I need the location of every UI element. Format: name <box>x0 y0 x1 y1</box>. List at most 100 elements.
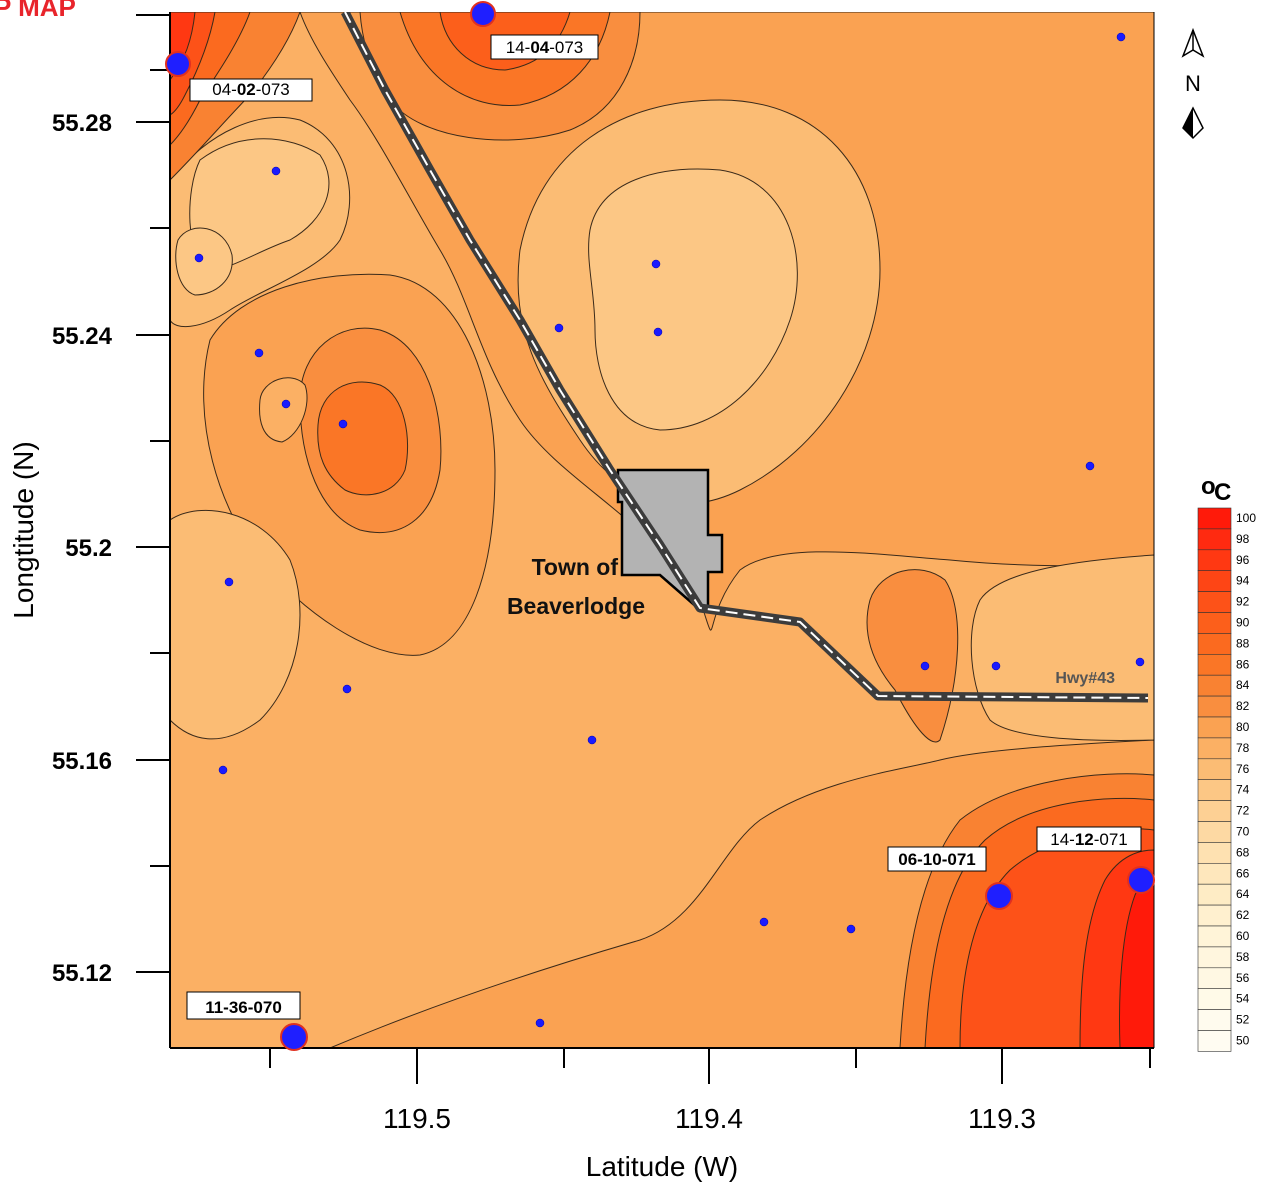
well-label-text: 06-10-071 <box>898 850 976 869</box>
well-marker-11-36-070 <box>280 1023 308 1051</box>
legend-unit-c: C <box>1214 479 1231 506</box>
legend-value-label: 80 <box>1236 720 1250 734</box>
legend-swatch <box>1197 1009 1232 1031</box>
sample-point <box>1135 657 1145 667</box>
x-axis-ticks <box>269 1048 1151 1084</box>
legend-swatch <box>1197 758 1232 780</box>
sample-point <box>224 577 234 587</box>
sample-point <box>587 735 597 745</box>
legend-value-label: 96 <box>1236 553 1250 567</box>
y-tick-label: 55.28 <box>52 110 112 137</box>
well-label-box <box>186 991 301 1020</box>
contour-band-78-small-ring <box>259 377 308 443</box>
well-label-box <box>1036 826 1142 852</box>
well-label-part: 12 <box>1075 830 1094 849</box>
well-label-text: 14-12-071 <box>1050 830 1128 849</box>
legend-value-label: 100 <box>1236 511 1256 525</box>
north-arrow-bottom-fill-icon <box>1183 108 1193 138</box>
sample-point <box>342 684 352 694</box>
well-label-part: 14- <box>1050 830 1075 849</box>
legend-value-label: 76 <box>1236 762 1250 776</box>
y-tick-label: 55.24 <box>52 323 113 350</box>
well-label-part: 04- <box>212 80 237 99</box>
x-tick-label: 119.4 <box>675 1103 743 1134</box>
x-tick-label: 119.3 <box>968 1103 1036 1134</box>
legend-swatch <box>1197 633 1232 655</box>
legend-swatch <box>1197 862 1232 885</box>
legend-value-label: 94 <box>1236 574 1250 588</box>
well-label-text: 11-36-070 <box>205 998 282 1017</box>
legend-value-label: 58 <box>1236 950 1250 964</box>
sample-point <box>1116 32 1126 42</box>
legend-swatch <box>1197 883 1232 906</box>
legend-value-label: 82 <box>1236 699 1250 713</box>
legend-bands: 100 98 96 94 92 90 88 86 84 82 80 78 76 74 72 70 68 66 64 6… <box>1197 507 1256 1052</box>
y-axis-title: Longtitude (N) <box>8 441 39 618</box>
legend-swatch <box>1197 904 1232 927</box>
sample-point <box>651 259 661 269</box>
legend-value-label: 72 <box>1236 804 1250 818</box>
contour-band-86-central-west <box>317 381 409 496</box>
well-labels: 04-02-07314-04-07306-10-07114-12-07111-3… <box>186 34 1142 1020</box>
contour-band-74-west-small <box>175 227 233 296</box>
sample-point <box>254 348 264 358</box>
legend-value-label: 98 <box>1236 532 1250 546</box>
legend-swatch <box>1197 528 1232 551</box>
well-markers <box>165 1 1155 1051</box>
legend-swatch <box>1197 1030 1232 1052</box>
legend-value-label: 56 <box>1236 971 1250 985</box>
legend-value-label: 78 <box>1236 741 1250 755</box>
legend-value-label: 92 <box>1236 595 1250 609</box>
legend-value-label: 54 <box>1236 992 1250 1006</box>
sample-point <box>338 419 348 429</box>
contour-layer <box>170 12 1154 1048</box>
legend-swatch <box>1197 800 1232 822</box>
well-label-part: -071 <box>1094 830 1128 849</box>
legend-swatch <box>1197 570 1232 592</box>
legend-swatch <box>1197 612 1232 634</box>
x-tick-label: 119.5 <box>383 1103 451 1134</box>
temperature-legend: o C 100 98 96 94 92 90 88 86 84 82 80 78 76 74 72 70 68 6… <box>1197 473 1256 1052</box>
legend-value-label: 64 <box>1236 887 1250 901</box>
well-label-part: -073 <box>549 38 583 57</box>
legend-swatch <box>1197 925 1232 948</box>
sample-point <box>194 253 204 263</box>
legend-swatch <box>1197 988 1232 1010</box>
well-marker-04-02-073 <box>165 51 191 77</box>
x-axis-title: Latitude (W) <box>586 1151 739 1182</box>
legend-swatch <box>1197 737 1232 760</box>
sample-point <box>759 917 769 927</box>
well-marker-14-12-071 <box>1127 866 1155 894</box>
legend-swatch <box>1197 779 1232 801</box>
contour-band-76-west <box>170 509 301 740</box>
legend-value-label: 50 <box>1236 1034 1250 1048</box>
sample-point <box>218 765 228 775</box>
highway-label: Hwy#43 <box>1055 670 1115 687</box>
well-label-box <box>490 34 599 60</box>
legend-value-label: 90 <box>1236 616 1250 630</box>
north-arrow-letter: N <box>1185 71 1201 96</box>
legend-swatch <box>1197 674 1232 697</box>
y-tick-label: 55.16 <box>52 748 112 775</box>
sample-point <box>281 399 291 409</box>
sample-point <box>920 661 930 671</box>
legend-swatch <box>1197 967 1232 989</box>
sample-point <box>846 924 856 934</box>
legend-value-label: 84 <box>1236 678 1250 692</box>
legend-unit-o: o <box>1201 473 1216 500</box>
legend-swatch <box>1197 507 1232 530</box>
north-arrow: N <box>1181 27 1205 140</box>
well-label-part: 11- <box>205 998 229 1017</box>
legend-swatch <box>1197 842 1232 864</box>
legend-value-label: 60 <box>1236 929 1250 943</box>
legend-value-label: 70 <box>1236 825 1250 839</box>
legend-value-label: 62 <box>1236 908 1250 922</box>
well-label-box <box>189 78 313 102</box>
highway-43-centerline <box>344 12 1149 699</box>
well-label-part: 04 <box>530 38 549 57</box>
legend-swatch <box>1197 821 1232 843</box>
sample-point <box>991 661 1001 671</box>
legend-swatch <box>1197 653 1232 676</box>
y-tick-label: 55.12 <box>52 960 112 987</box>
